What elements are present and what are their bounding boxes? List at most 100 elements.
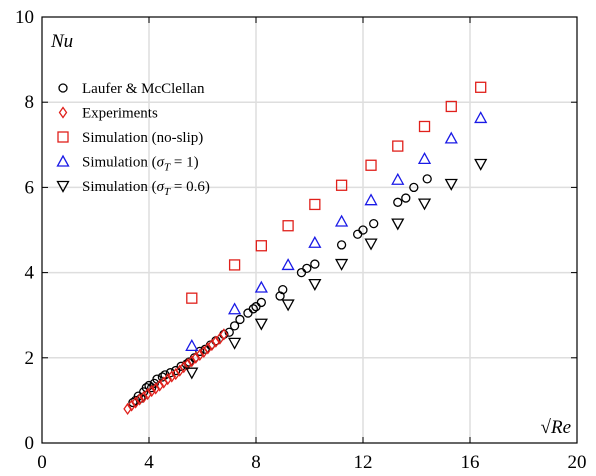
data-point: [155, 379, 164, 392]
y-tick-label: 10: [15, 7, 34, 28]
data-point: [254, 280, 268, 293]
data-point: [475, 81, 487, 93]
data-point: [165, 368, 176, 378]
data-point: [422, 174, 432, 184]
data-point: [167, 370, 177, 383]
data-point: [474, 158, 488, 171]
data-point: [281, 299, 295, 312]
y-tick-label: 4: [25, 263, 35, 284]
legend-marker: [58, 106, 68, 119]
data-point: [335, 179, 348, 191]
data-point: [310, 259, 320, 269]
data-point: [229, 321, 240, 331]
x-tick-label: 4: [144, 452, 154, 473]
x-tick-label: 0: [37, 452, 47, 473]
data-point: [228, 337, 242, 350]
data-point: [147, 384, 156, 398]
data-point: [393, 197, 403, 207]
legend: Laufer & McClellan Experiments Simulation …: [56, 81, 210, 198]
data-point: [186, 292, 198, 304]
data-point: [391, 172, 405, 185]
data-point: [302, 263, 312, 273]
data-point: [418, 120, 431, 133]
data-point: [151, 382, 160, 395]
data-point: [308, 235, 322, 248]
data-point: [255, 240, 268, 252]
legend-marker: [58, 83, 68, 93]
data-point: [358, 225, 368, 235]
data-point: [195, 348, 205, 361]
data-point: [139, 390, 148, 404]
grid: [42, 17, 577, 443]
legend-entry: Experiments: [82, 106, 158, 122]
plot-frame: [41, 16, 578, 444]
data-point: [282, 220, 294, 232]
data-point: [243, 308, 253, 318]
data-point: [401, 193, 411, 203]
y-axis-label: Nu: [50, 31, 73, 52]
data-point: [228, 302, 242, 315]
data-point: [392, 140, 404, 152]
data-point: [369, 218, 379, 229]
data-point: [127, 399, 136, 412]
data-point: [281, 258, 295, 271]
data-point: [278, 284, 288, 295]
data-point: [444, 178, 458, 191]
x-tick-label: 20: [568, 452, 587, 473]
data-point: [365, 159, 377, 171]
data-point: [163, 372, 173, 386]
legend-marker: [56, 180, 70, 193]
y-tick-label: 0: [25, 433, 35, 454]
data-point: [128, 397, 138, 408]
y-tick-label: 2: [25, 348, 35, 369]
data-point: [445, 100, 457, 113]
data-point: [352, 229, 363, 239]
data-point: [219, 328, 229, 341]
data-point: [309, 198, 321, 211]
data-point: [444, 131, 458, 144]
data-point: [391, 218, 405, 231]
data-point: [417, 152, 432, 165]
data-point: [195, 346, 205, 357]
x-tick-label: 8: [251, 452, 261, 473]
data-point: [185, 367, 199, 380]
y-tick-label: 8: [25, 92, 35, 113]
data-point: [364, 238, 378, 251]
data-point: [185, 339, 199, 352]
data-point: [235, 314, 245, 325]
axis-ticks: 0 4 8 12 16 20 0 2 4 6 8 10: [15, 7, 587, 473]
series-4: [185, 158, 488, 380]
data-point: [211, 335, 221, 348]
legend-entry: Laufer & McClellan: [82, 81, 205, 97]
data-point: [417, 198, 432, 211]
data-point: [254, 318, 268, 331]
x-tick-label: 12: [354, 452, 373, 473]
data-point: [135, 393, 144, 406]
data-point: [256, 297, 267, 308]
data-point: [308, 278, 322, 291]
legend-marker: [57, 131, 69, 143]
data-point: [336, 240, 347, 250]
legend-entry: Simulation (no-slip): [82, 130, 203, 146]
data-point: [335, 214, 349, 227]
data-point: [179, 361, 189, 374]
x-tick-label: 16: [461, 452, 480, 473]
data-point: [474, 111, 488, 124]
data-point: [152, 374, 162, 384]
data-point: [409, 182, 419, 193]
data-point: [228, 259, 241, 271]
legend-marker: [56, 154, 70, 167]
data-points: [123, 81, 488, 416]
legend-entry: Simulation (σT = 1): [82, 155, 199, 174]
legend-entry: Simulation (σT = 0.6): [82, 179, 210, 198]
series-3: [185, 111, 488, 352]
data-point: [335, 258, 349, 271]
data-point: [248, 304, 258, 314]
data-point: [183, 358, 193, 371]
series-1: [123, 328, 229, 416]
series-2: [186, 81, 487, 304]
data-point: [143, 387, 152, 401]
data-point: [131, 396, 140, 409]
data-point: [364, 193, 378, 206]
